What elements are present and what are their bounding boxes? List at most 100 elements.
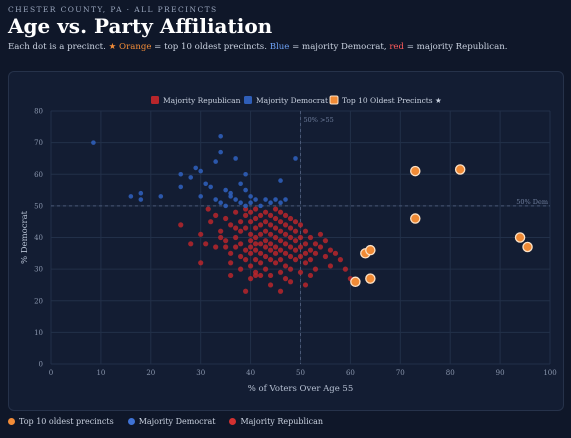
- republican-point[interactable]: [272, 225, 279, 231]
- republican-point[interactable]: [252, 215, 259, 222]
- democrat-point[interactable]: [228, 190, 233, 196]
- republican-point[interactable]: [302, 241, 309, 247]
- republican-point[interactable]: [228, 222, 234, 228]
- republican-point[interactable]: [262, 244, 269, 250]
- republican-point[interactable]: [243, 247, 249, 253]
- democrat-point[interactable]: [273, 197, 278, 202]
- republican-point[interactable]: [262, 219, 269, 225]
- legend-item-republican[interactable]: Majority Republican: [229, 417, 323, 426]
- democrat-point[interactable]: [178, 184, 184, 190]
- republican-point[interactable]: [312, 266, 319, 272]
- legend-item-democrat[interactable]: Majority Democrat: [127, 417, 215, 426]
- republican-point[interactable]: [317, 244, 324, 250]
- republican-point[interactable]: [267, 282, 274, 288]
- democrat-point[interactable]: [243, 187, 248, 193]
- republican-point[interactable]: [262, 238, 269, 244]
- republican-point[interactable]: [248, 238, 254, 244]
- republican-point[interactable]: [272, 234, 279, 241]
- republican-point[interactable]: [203, 241, 209, 247]
- republican-point[interactable]: [322, 253, 329, 260]
- republican-point[interactable]: [287, 215, 294, 222]
- oldest-precinct-point[interactable]: [410, 213, 421, 224]
- democrat-point[interactable]: [218, 134, 223, 139]
- republican-point[interactable]: [267, 212, 274, 218]
- republican-point[interactable]: [337, 257, 344, 263]
- republican-point[interactable]: [282, 212, 289, 218]
- democrat-point[interactable]: [258, 203, 263, 209]
- legend-swatch-oldest[interactable]: [329, 95, 339, 105]
- republican-point[interactable]: [317, 231, 324, 237]
- republican-point[interactable]: [327, 263, 334, 269]
- republican-point[interactable]: [307, 257, 314, 263]
- republican-point[interactable]: [282, 263, 289, 269]
- democrat-point[interactable]: [91, 140, 96, 145]
- republican-point[interactable]: [342, 266, 349, 272]
- democrat-point[interactable]: [208, 184, 213, 190]
- republican-point[interactable]: [252, 225, 259, 231]
- republican-point[interactable]: [332, 250, 339, 256]
- republican-point[interactable]: [267, 272, 274, 279]
- republican-point[interactable]: [277, 209, 284, 215]
- republican-point[interactable]: [302, 228, 309, 234]
- democrat-point[interactable]: [293, 156, 298, 161]
- republican-point[interactable]: [233, 209, 239, 215]
- republican-point[interactable]: [302, 250, 309, 256]
- republican-point[interactable]: [297, 234, 304, 241]
- democrat-point[interactable]: [138, 197, 144, 202]
- republican-point[interactable]: [307, 272, 314, 279]
- republican-point[interactable]: [178, 222, 184, 228]
- republican-point[interactable]: [267, 247, 274, 253]
- republican-point[interactable]: [292, 219, 299, 225]
- democrat-point[interactable]: [243, 171, 248, 177]
- republican-point[interactable]: [307, 234, 314, 241]
- republican-point[interactable]: [198, 231, 204, 237]
- republican-point[interactable]: [307, 247, 314, 253]
- oldest-precinct-point[interactable]: [365, 244, 376, 256]
- republican-point[interactable]: [277, 228, 284, 234]
- republican-point[interactable]: [272, 260, 279, 266]
- republican-point[interactable]: [297, 253, 304, 260]
- republican-point[interactable]: [292, 228, 299, 234]
- republican-point[interactable]: [223, 244, 229, 250]
- republican-point[interactable]: [218, 228, 224, 234]
- republican-point[interactable]: [248, 231, 254, 237]
- democrat-point[interactable]: [233, 197, 238, 202]
- republican-point[interactable]: [262, 253, 269, 260]
- republican-point[interactable]: [257, 231, 264, 237]
- republican-point[interactable]: [205, 206, 211, 212]
- republican-point[interactable]: [262, 228, 269, 234]
- republican-point[interactable]: [252, 234, 259, 241]
- republican-point[interactable]: [297, 244, 304, 250]
- democrat-point[interactable]: [213, 197, 218, 202]
- republican-point[interactable]: [248, 276, 254, 282]
- democrat-point[interactable]: [203, 181, 208, 187]
- democrat-point[interactable]: [228, 194, 233, 199]
- republican-point[interactable]: [312, 241, 319, 247]
- republican-point[interactable]: [252, 206, 259, 212]
- republican-point[interactable]: [292, 238, 299, 244]
- oldest-precinct-point[interactable]: [454, 164, 466, 175]
- republican-point[interactable]: [257, 260, 264, 266]
- republican-point[interactable]: [302, 260, 309, 266]
- republican-point[interactable]: [272, 206, 279, 212]
- democrat-point[interactable]: [283, 197, 288, 202]
- democrat-point[interactable]: [218, 149, 223, 155]
- republican-point[interactable]: [262, 266, 269, 272]
- republican-point[interactable]: [287, 225, 294, 231]
- republican-point[interactable]: [277, 247, 284, 253]
- democrat-point[interactable]: [278, 200, 283, 206]
- republican-point[interactable]: [248, 244, 254, 250]
- republican-point[interactable]: [257, 212, 264, 218]
- republican-point[interactable]: [238, 253, 244, 260]
- republican-point[interactable]: [257, 272, 264, 279]
- republican-point[interactable]: [228, 260, 234, 266]
- republican-point[interactable]: [302, 282, 309, 288]
- republican-point[interactable]: [327, 247, 334, 253]
- republican-point[interactable]: [213, 244, 219, 250]
- oldest-precinct-point[interactable]: [522, 241, 533, 253]
- republican-point[interactable]: [267, 241, 274, 247]
- republican-point[interactable]: [272, 215, 279, 222]
- republican-point[interactable]: [287, 279, 294, 285]
- republican-point[interactable]: [188, 241, 194, 247]
- republican-point[interactable]: [223, 238, 229, 244]
